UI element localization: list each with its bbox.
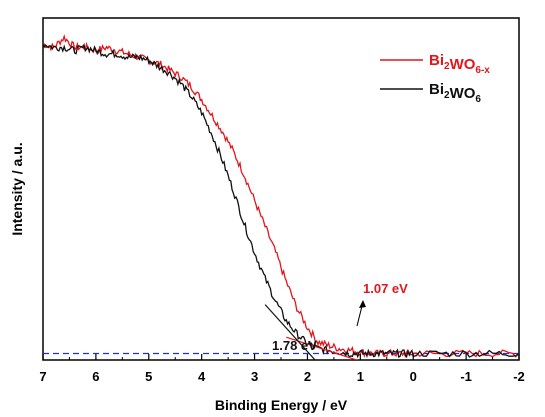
x-tick-label: -2 — [513, 369, 525, 384]
x-tick-label: -1 — [460, 369, 472, 384]
legend: Bi2WO6-x Bi2WO6 — [380, 52, 490, 105]
x-axis-label: Binding Energy / eV — [215, 397, 348, 413]
plot-area — [42, 17, 520, 361]
y-axis-label: Intensity / a.u. — [9, 142, 25, 235]
series-line-bi2wo6-x — [43, 33, 519, 359]
x-tick-label: 4 — [198, 369, 206, 384]
x-tick-label: 3 — [251, 369, 258, 384]
x-tick-label: 7 — [39, 369, 46, 384]
x-tick-label: 2 — [304, 369, 311, 384]
x-tick-label: 0 — [410, 369, 417, 384]
tangent-line-1 — [286, 336, 359, 360]
x-tick-label: 5 — [145, 369, 152, 384]
x-tick-label: 1 — [357, 369, 364, 384]
series-line-bi2wo6 — [43, 42, 519, 359]
x-tick-label: 6 — [92, 369, 99, 384]
annotation-1-07-ev: 1.07 eV — [363, 281, 408, 296]
x-axis-ticks: 7 6 5 4 3 2 1 0 -1 -2 — [39, 354, 525, 384]
annotation-1-78-ev: 1.78 eV — [272, 338, 317, 353]
series-layer — [43, 33, 519, 360]
legend-label: Bi2WO6-x — [429, 52, 490, 76]
legend-label: Bi2WO6 — [429, 81, 481, 105]
tangent-line-2 — [264, 304, 316, 360]
annotations: 1.07 eV 1.78 eV — [272, 281, 408, 353]
annotation-arrowhead — [359, 300, 366, 308]
